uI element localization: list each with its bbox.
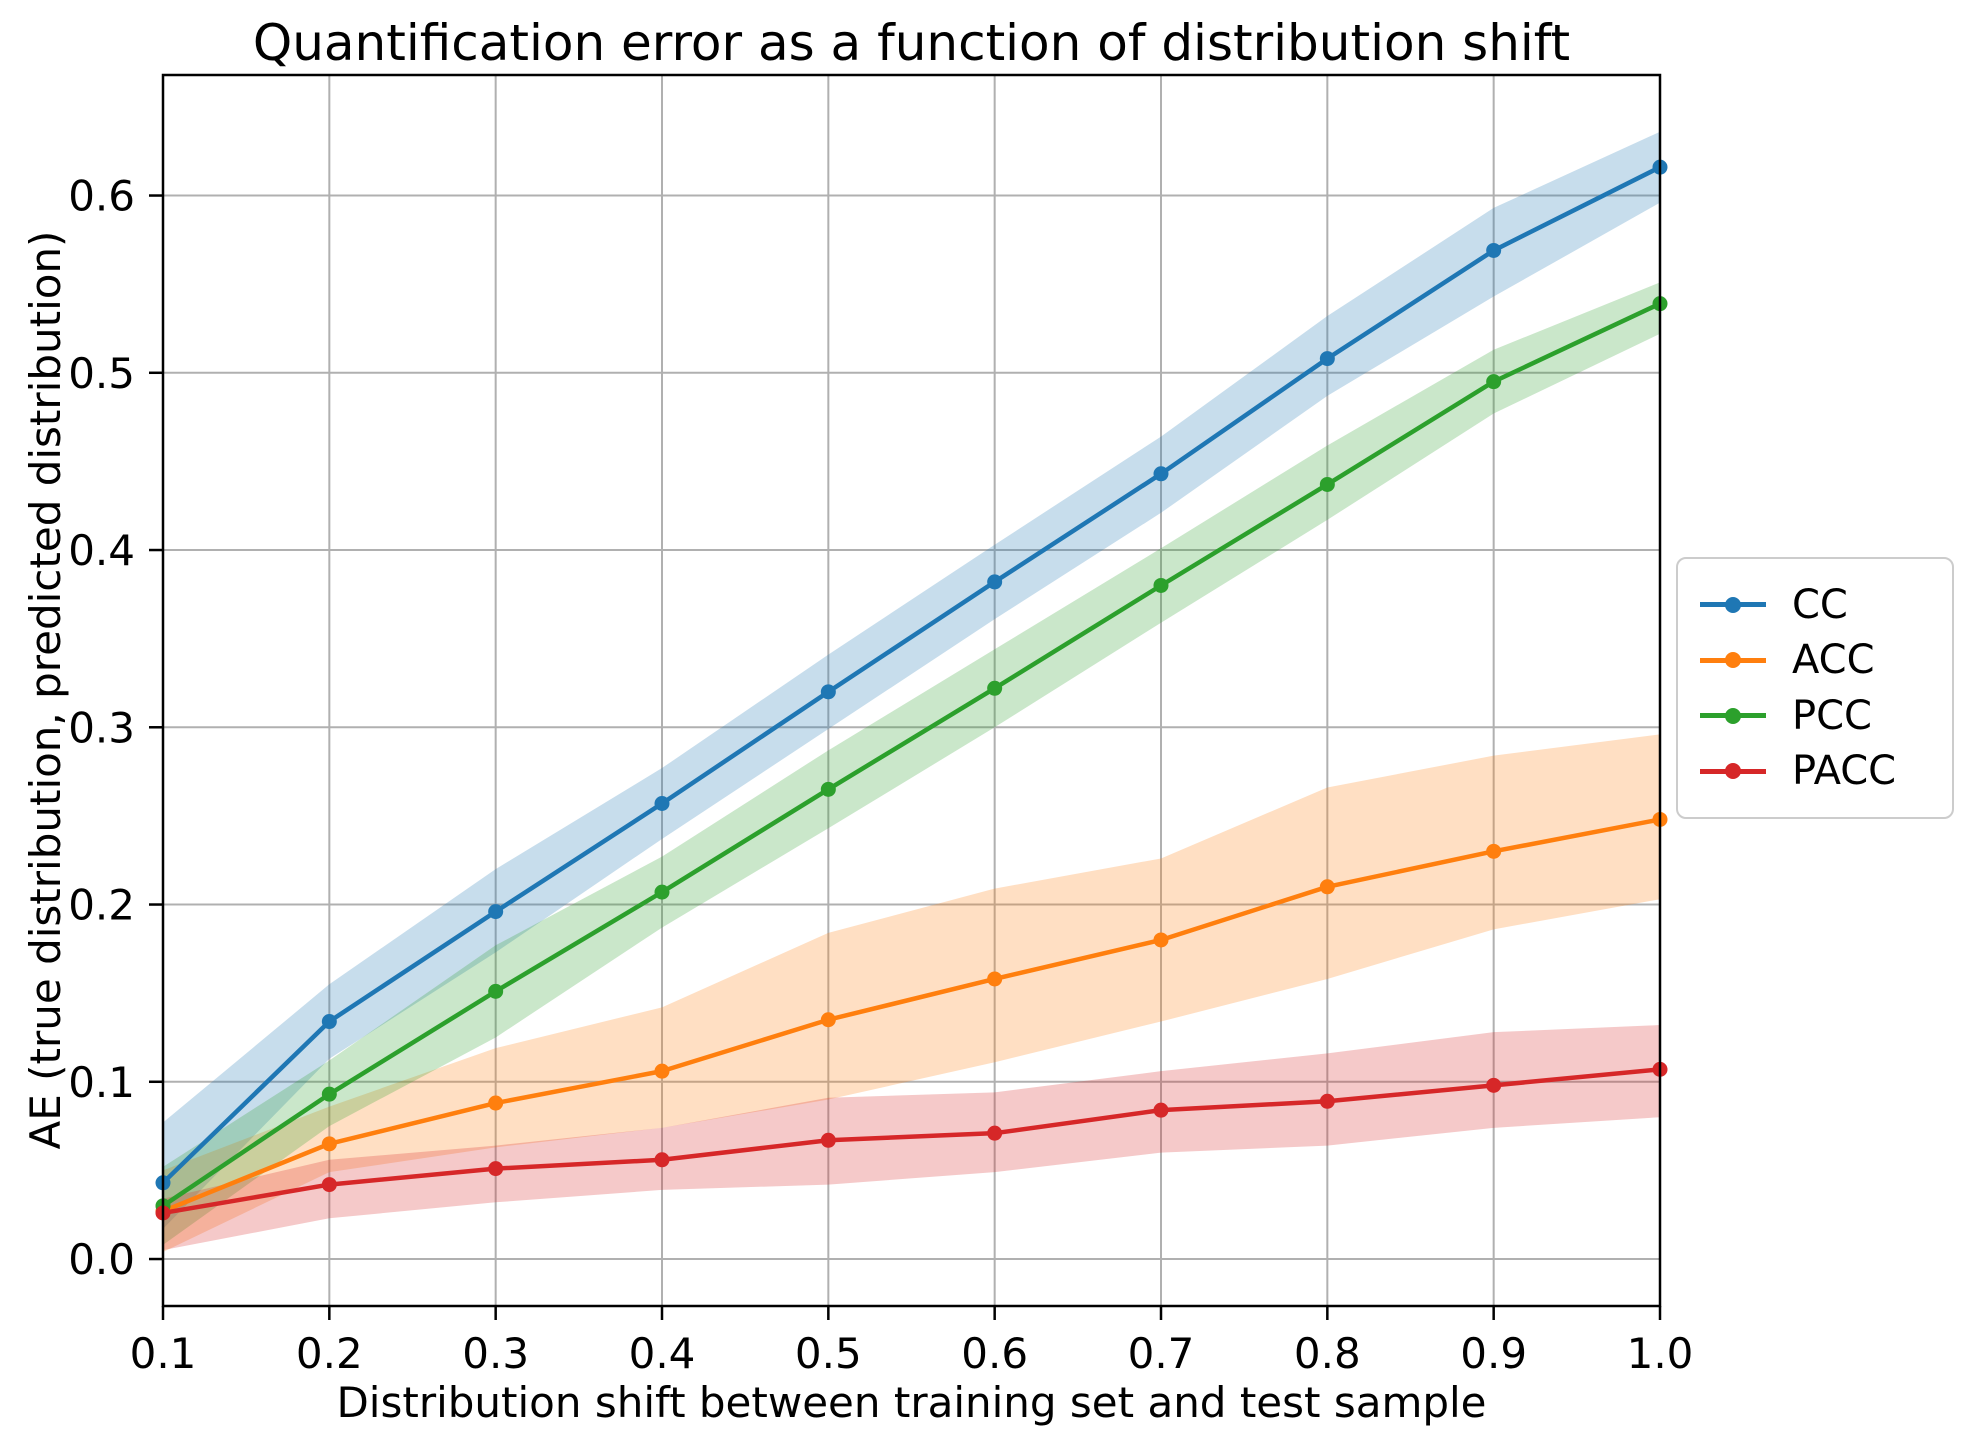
series-line-cc — [160, 164, 1663, 1186]
x-tick-label: 0.4 — [629, 1329, 696, 1378]
legend-label-pacc: PACC — [1792, 748, 1897, 795]
data-point-cc — [1153, 466, 1169, 482]
legend-item-acc: ACC — [1700, 633, 1930, 689]
data-point-pcc — [987, 680, 1003, 696]
confidence-band-cc — [163, 131, 1660, 1229]
x-tick-label: 0.7 — [1128, 1329, 1195, 1378]
data-point-cc — [654, 795, 670, 811]
data-point-cc — [1486, 242, 1502, 258]
y-tick-label: 0.3 — [68, 703, 135, 752]
plot-border — [161, 73, 1662, 1308]
data-point-pcc — [488, 983, 504, 999]
x-tick-label: 0.1 — [130, 1329, 197, 1378]
legend-label-cc: CC — [1792, 581, 1848, 628]
data-point-acc — [321, 1136, 337, 1152]
x-tick-label: 1.0 — [1627, 1329, 1694, 1378]
legend-label-acc: ACC — [1792, 637, 1875, 684]
y-axis-label: AE (true distribution, predicted distrib… — [21, 230, 70, 1150]
data-point-pacc — [1319, 1093, 1335, 1109]
x-tick-label: 0.6 — [961, 1329, 1028, 1378]
data-point-cc — [321, 1014, 337, 1030]
data-point-pcc — [820, 781, 836, 797]
legend-marker-icon — [1725, 707, 1741, 724]
y-tick-label: 0.6 — [68, 172, 135, 221]
data-point-pacc — [654, 1152, 670, 1168]
data-point-pacc — [1486, 1077, 1502, 1093]
confidence-band-acc — [163, 734, 1660, 1252]
data-point-pacc — [488, 1161, 504, 1177]
series-line-acc — [160, 817, 1663, 1214]
legend: CC ACC PCC PACC — [1676, 557, 1954, 819]
data-point-pacc — [321, 1177, 337, 1193]
chart-title: Quantification error as a function of di… — [252, 14, 1571, 72]
data-point-pacc — [820, 1132, 836, 1148]
data-point-acc — [1319, 879, 1335, 895]
y-tick-label: 0.1 — [68, 1058, 135, 1107]
legend-line-sample-pcc — [1700, 707, 1766, 724]
data-point-pcc — [321, 1086, 337, 1102]
legend-item-cc: CC — [1700, 577, 1930, 633]
data-point-pcc — [1153, 577, 1169, 593]
data-point-pcc — [654, 884, 670, 900]
x-tick-label: 0.5 — [795, 1329, 862, 1378]
data-point-acc — [1153, 932, 1169, 948]
data-point-cc — [820, 684, 836, 700]
data-point-pcc — [1319, 476, 1335, 492]
x-tick-label: 0.3 — [462, 1329, 529, 1378]
y-tick-label: 0.0 — [68, 1235, 135, 1284]
legend-marker-icon — [1725, 763, 1741, 780]
x-axis-label: Distribution shift between training set … — [336, 1378, 1487, 1427]
legend-line-sample-cc — [1700, 596, 1766, 613]
x-tick-label: 0.2 — [296, 1329, 363, 1378]
series-line-pacc — [160, 1067, 1663, 1216]
data-point-acc — [987, 971, 1003, 987]
legend-marker-icon — [1725, 652, 1741, 669]
x-tick-label: 0.9 — [1460, 1329, 1527, 1378]
x-tick-label: 0.8 — [1294, 1329, 1361, 1378]
y-tick-label: 0.5 — [68, 349, 135, 398]
series-line-pcc — [160, 301, 1663, 1209]
data-point-cc — [488, 904, 504, 920]
legend-item-pacc: PACC — [1700, 744, 1930, 800]
y-tick-label: 0.2 — [68, 881, 135, 930]
data-point-acc — [654, 1063, 670, 1079]
confidence-band-pcc — [163, 282, 1660, 1245]
legend-marker-icon — [1725, 596, 1741, 613]
data-point-acc — [820, 1012, 836, 1028]
legend-line-sample-acc — [1700, 652, 1766, 669]
legend-line-sample-pacc — [1700, 763, 1766, 780]
legend-label-pcc: PCC — [1792, 692, 1872, 739]
data-point-cc — [987, 574, 1003, 590]
data-point-cc — [1319, 351, 1335, 367]
data-point-acc — [488, 1095, 504, 1111]
data-point-pacc — [1153, 1102, 1169, 1118]
y-tick-label: 0.4 — [68, 526, 135, 575]
data-point-acc — [1486, 843, 1502, 859]
legend-item-pcc: PCC — [1700, 688, 1930, 744]
data-point-pcc — [1486, 374, 1502, 390]
data-point-pacc — [987, 1125, 1003, 1141]
